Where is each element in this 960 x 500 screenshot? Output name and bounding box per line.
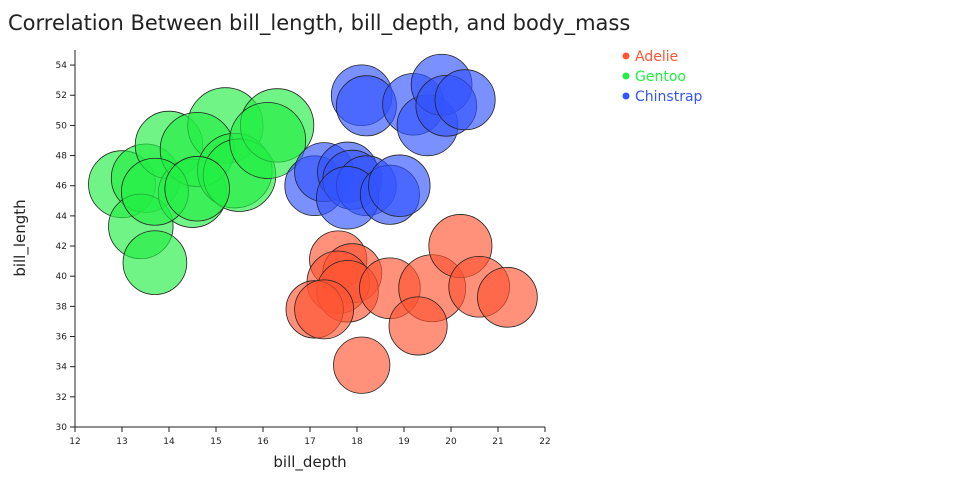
x-axis-label: bill_depth	[273, 453, 346, 472]
y-tick-label: 34	[56, 363, 68, 373]
x-tick-label: 12	[69, 437, 80, 447]
series-chinstrap	[284, 53, 496, 230]
x-tick-label: 20	[445, 437, 457, 447]
y-tick-label: 54	[56, 61, 68, 71]
x-tick-label: 14	[163, 437, 175, 447]
y-tick-label: 30	[56, 423, 68, 433]
y-tick-label: 40	[56, 272, 68, 282]
x-axis-ticks: 12 13 14 15 16 17 18 19 20 21 22	[69, 427, 551, 447]
legend-item-chinstrap[interactable]: Chinstrap	[622, 89, 703, 105]
x-tick-label: 13	[116, 437, 127, 447]
legend-marker	[622, 52, 630, 60]
x-tick-label: 21	[492, 437, 503, 447]
bubble-point[interactable]	[294, 279, 355, 340]
y-tick-label: 50	[56, 121, 68, 131]
bubble-point[interactable]	[477, 267, 538, 328]
legend-marker	[622, 92, 630, 100]
bubble-point[interactable]	[388, 296, 448, 356]
x-tick-label: 19	[398, 437, 410, 447]
y-axis-ticks: 30 32 34 36 38 40 42 44 46 48 50 52 54	[56, 61, 75, 433]
y-tick-label: 38	[56, 302, 68, 312]
bubble-point[interactable]	[122, 230, 188, 295]
legend[interactable]: Adelie Gentoo Chinstrap	[622, 49, 703, 105]
y-tick-label: 32	[56, 393, 67, 403]
y-tick-label: 46	[56, 182, 68, 192]
y-tick-label: 48	[56, 152, 68, 162]
bubble-point[interactable]	[333, 336, 391, 394]
legend-label: Gentoo	[635, 69, 686, 85]
legend-label: Chinstrap	[635, 89, 703, 105]
y-axis-label: bill_length	[11, 199, 30, 276]
y-tick-label: 42	[56, 242, 67, 252]
x-tick-label: 22	[539, 437, 550, 447]
bubble-point[interactable]	[434, 69, 496, 131]
legend-item-adelie[interactable]: Adelie	[622, 49, 679, 65]
legend-label: Adelie	[635, 49, 678, 65]
bubble-point[interactable]	[229, 102, 307, 179]
chart-title: Correlation Between bill_length, bill_de…	[8, 11, 630, 36]
bubble-point[interactable]	[368, 154, 431, 217]
legend-item-gentoo[interactable]: Gentoo	[622, 69, 686, 85]
x-tick-label: 17	[304, 437, 315, 447]
x-tick-label: 16	[257, 437, 269, 447]
series-gentoo	[88, 87, 315, 295]
series-adelie	[285, 214, 538, 394]
y-tick-label: 36	[56, 333, 68, 343]
x-tick-label: 18	[351, 437, 363, 447]
x-tick-label: 15	[210, 437, 221, 447]
y-tick-label: 52	[56, 91, 67, 101]
plot-area	[88, 53, 538, 394]
legend-marker	[622, 72, 630, 80]
y-tick-label: 44	[56, 212, 68, 222]
bubble-point[interactable]	[164, 156, 230, 222]
